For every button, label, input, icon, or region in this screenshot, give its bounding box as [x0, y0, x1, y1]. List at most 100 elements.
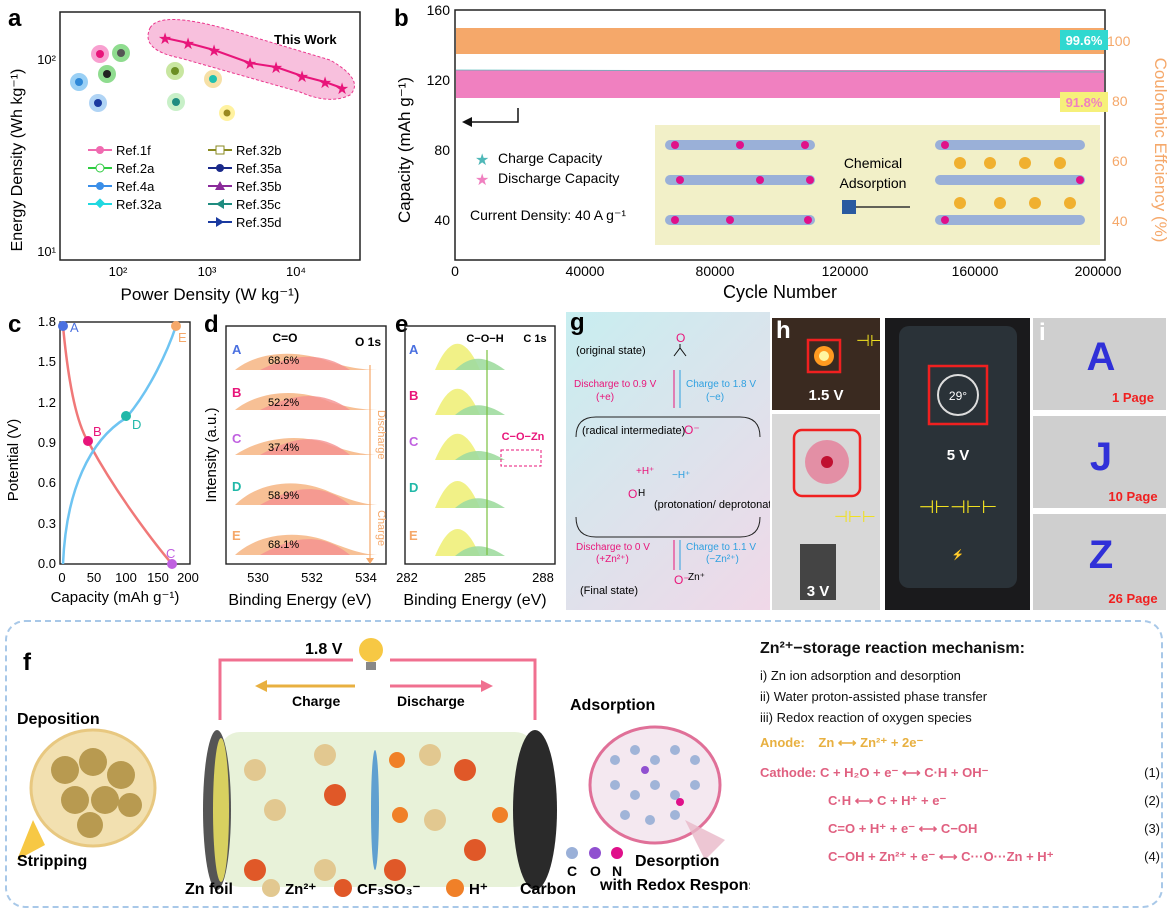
svg-text:⊣⊢: ⊣⊢ — [856, 333, 880, 350]
panel-phone: 29° 5 V ⊣⊢⊣⊢⊢ ⚡ — [885, 318, 1030, 610]
cathode-label: Cathode: — [760, 765, 817, 780]
c-point-a: A — [70, 320, 79, 335]
legend-a-5: Ref.35a — [236, 161, 282, 176]
f-el-c: C — [567, 863, 577, 879]
panel-b: b Capacity (mAh g⁻¹) Coulombic Effciency… — [394, 2, 1170, 302]
svg-text:O: O — [676, 331, 685, 345]
c-xtick-1: 50 — [87, 570, 101, 585]
panel-i-letter: i — [1039, 319, 1046, 346]
cathode-eq-3: C=O + H⁺ + e⁻ ⟷ C−OH (3) — [760, 821, 1160, 837]
c-point-e: E — [178, 330, 187, 345]
anode-eq: Zn ⟷ Zn²⁺ + 2e⁻ — [818, 735, 924, 750]
legend-b-discharge: Discharge Capacity — [498, 170, 619, 186]
b-xtick-0: 0 — [451, 263, 459, 279]
panel-a-letter: a — [8, 5, 22, 32]
panel-a-y-label: Energy Density (Wh kg⁻¹) — [9, 69, 26, 252]
d-row-d: D — [232, 479, 241, 494]
e-title: C−O−H — [466, 333, 503, 345]
svg-text:★: ★ — [181, 36, 195, 53]
d-pct-d: 58.9% — [268, 490, 299, 502]
g-radical: (radical intermediate) — [582, 425, 685, 437]
mech-title: Zn²⁺−storage reaction mechanism: — [760, 640, 1025, 657]
panel-c-letter: c — [8, 311, 21, 338]
f-el-n: N — [612, 863, 622, 879]
g-original: (original state) — [576, 345, 646, 357]
b-ytick-120: 120 — [427, 72, 451, 88]
i-char-2: Z — [1089, 533, 1113, 577]
d-pct-c: 37.4% — [268, 442, 299, 454]
h-voltage-1: 1.5 V — [808, 387, 843, 404]
e-xtick-2: 288 — [532, 570, 554, 585]
d-discharge: Discharge — [375, 410, 387, 460]
svg-text:⊣⊢⊢: ⊣⊢⊢ — [834, 509, 876, 526]
c-xtick-0: 0 — [58, 570, 65, 585]
c-ytick-3: 0.9 — [38, 435, 56, 450]
svg-text:★: ★ — [295, 69, 309, 86]
panel-a-xtick-1: 10³ — [198, 264, 217, 279]
legend-a-7: Ref.35c — [236, 197, 281, 212]
eq-3-num: (3) — [1144, 821, 1160, 836]
f-charge: Charge — [292, 693, 340, 709]
g-protonation: (protonation/ deprotonation) — [654, 499, 770, 511]
b-rtick-40: 40 — [1112, 213, 1128, 229]
d-pct-b: 52.2% — [268, 397, 299, 409]
panel-a-x-label: Power Density (W kg⁻¹) — [121, 285, 300, 304]
legend-b-charge: Charge Capacity — [498, 150, 602, 166]
eq-2: C·H ⟷ C + H⁺ + e⁻ — [828, 793, 947, 808]
phone-voltage: 5 V — [947, 447, 970, 464]
g-charge1b: (−e) — [706, 392, 724, 403]
charge-curve — [61, 325, 178, 565]
panel-a-xtick-0: 10² — [109, 264, 128, 279]
this-work-label: This Work — [274, 32, 337, 47]
f-species-2: H⁺ — [469, 881, 488, 898]
c-point-b: B — [93, 424, 102, 439]
eq-4: C−OH + Zn²⁺ + e⁻ ⟷ C···O···Zn + H⁺ — [828, 849, 1054, 864]
svg-text:★: ★ — [207, 43, 221, 60]
svg-text:Zn⁺: Zn⁺ — [688, 572, 705, 583]
g-charge2: Charge to 1.1 V — [686, 542, 756, 553]
svg-text:★: ★ — [475, 172, 489, 189]
f-el-o: O — [590, 863, 601, 879]
mech-item-3: iii) Redox reaction of oxygen species — [760, 710, 972, 725]
f-zn-foil: Zn foil — [185, 881, 233, 898]
e-row-b: B — [409, 388, 418, 403]
panel-b-y-left: Capacity (mAh g⁻¹) — [395, 77, 414, 223]
f-desorption-2: with Redox Response — [599, 877, 750, 894]
eq-1: C + H₂O + e⁻ ⟷ C·H + OH⁻ — [819, 765, 989, 780]
c-xtick-3: 150 — [147, 570, 169, 585]
e-row-d: D — [409, 480, 418, 495]
panel-f-frame — [5, 620, 1163, 908]
d-xtick-1: 532 — [301, 570, 323, 585]
legend-a-1: Ref.2a — [116, 161, 155, 176]
panel-d-x-label: Binding Energy (eV) — [228, 592, 371, 609]
capacity-band — [456, 70, 1104, 98]
eq-4-num: (4) — [1144, 849, 1160, 864]
b-rtick-60: 60 — [1112, 153, 1128, 169]
panel-c-y-label: Potential (V) — [5, 419, 22, 502]
panel-g: g (original state) O Discharge to 0.9 V … — [566, 309, 790, 610]
d-pct-a: 68.6% — [268, 355, 299, 367]
c-xtick-4: 200 — [177, 570, 199, 585]
svg-text:★: ★ — [335, 81, 349, 98]
panel-h-photo-2: ⊣⊢⊢ 3 V — [772, 414, 880, 610]
legend-a-8: Ref.35d — [236, 215, 282, 230]
eq-1-num: (1) — [1144, 765, 1160, 780]
d-row-c: C — [232, 431, 242, 446]
current-density: Current Density: 40 A g⁻¹ — [470, 207, 626, 223]
panel-i: i A 1 Page J 10 Page Z 26 Page — [1033, 318, 1166, 610]
c-ytick-4: 1.2 — [38, 395, 56, 410]
svg-text:★: ★ — [158, 31, 172, 48]
d-xtick-0: 530 — [247, 570, 269, 585]
panel-e-x-label: Binding Energy (eV) — [403, 592, 546, 609]
ce-badge: 99.6% — [1066, 33, 1103, 48]
panel-c: c Potential (V) Capacity (mAh g⁻¹) 0.0 0… — [5, 311, 199, 606]
panel-d-y-label: Intensity (a.u.) — [203, 407, 220, 502]
panel-g-letter: g — [570, 312, 585, 336]
b-rtick-80: 80 — [1112, 93, 1128, 109]
d-subtitle: O 1s — [355, 335, 381, 349]
f-species-1: CF₃SO₃⁻ — [357, 881, 421, 898]
g-discharge2: Discharge to 0 V — [576, 542, 650, 553]
cathode-eq-4: C−OH + Zn²⁺ + e⁻ ⟷ C···O···Zn + H⁺ (4) — [760, 849, 1160, 865]
b-ytick-40: 40 — [434, 212, 450, 228]
retention-badge: 91.8% — [1066, 95, 1103, 110]
